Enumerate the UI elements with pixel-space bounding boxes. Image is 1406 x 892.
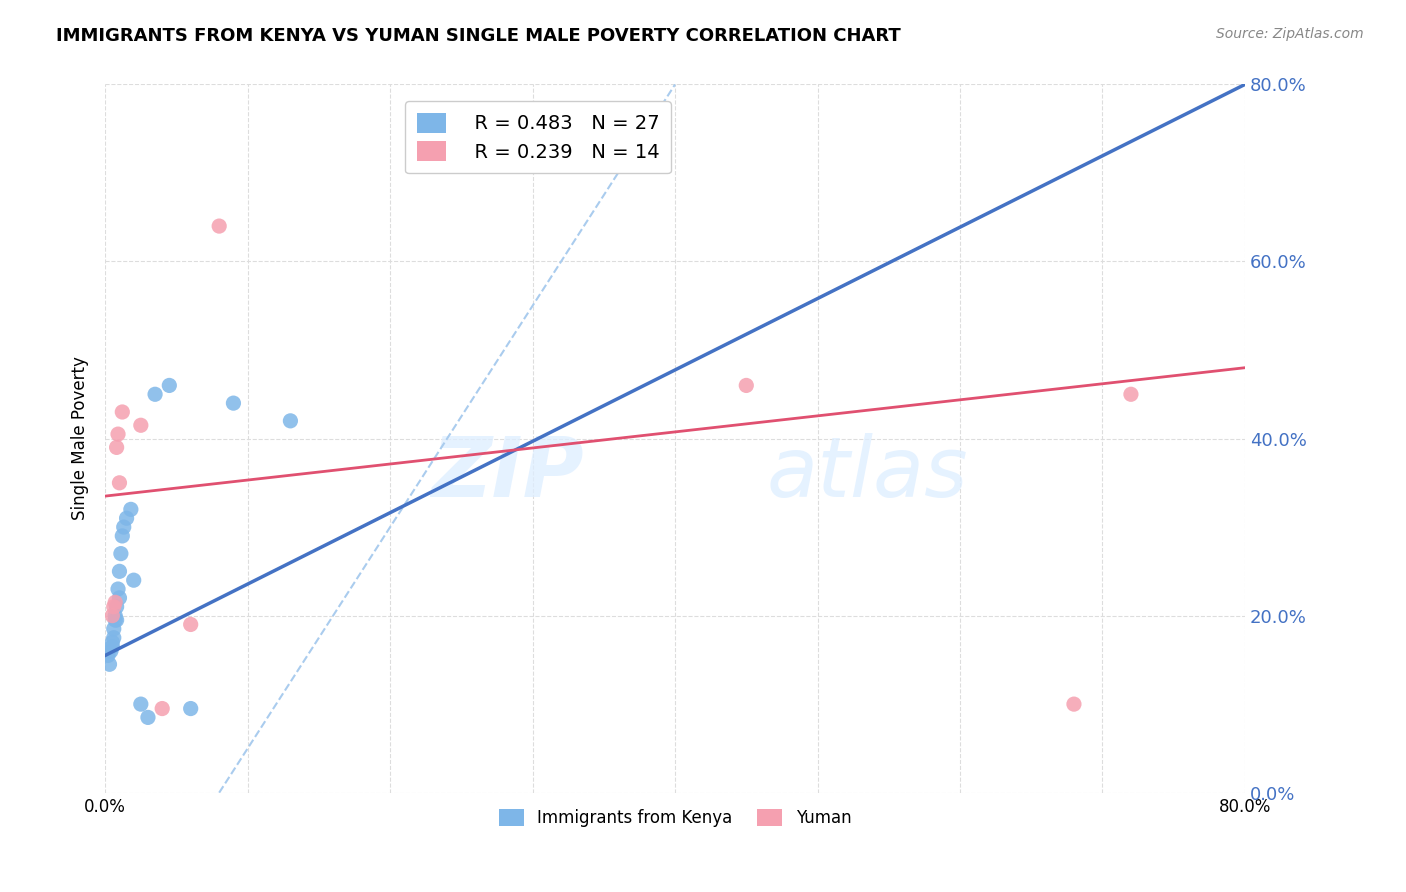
Point [101,608,124,623]
Point [108,475,131,490]
Point [101,640,124,654]
Point [103,599,125,614]
Point [103,622,125,636]
Legend: Immigrants from Kenya, Yuman: Immigrants from Kenya, Yuman [492,803,858,834]
Point [122,573,145,587]
Point [111,405,134,419]
Point [111,529,134,543]
Point [129,697,152,711]
Point [1119,387,1142,401]
Point [129,418,152,433]
Point [105,599,128,614]
Point [100,644,122,658]
Point [735,378,758,392]
Point [1063,697,1085,711]
Point [97,648,120,663]
Y-axis label: Single Male Poverty: Single Male Poverty [72,357,89,521]
Point [108,565,131,579]
Point [157,378,180,392]
Point [104,608,127,623]
Point [222,396,245,410]
Point [108,591,131,605]
Text: IMMIGRANTS FROM KENYA VS YUMAN SINGLE MALE POVERTY CORRELATION CHART: IMMIGRANTS FROM KENYA VS YUMAN SINGLE MA… [56,27,901,45]
Point [101,635,124,649]
Point [136,710,159,724]
Point [105,613,128,627]
Point [208,219,231,233]
Point [105,441,128,455]
Text: atlas: atlas [766,434,967,515]
Point [112,520,135,534]
Point [104,613,127,627]
Point [107,427,129,442]
Point [180,617,202,632]
Point [107,582,129,596]
Point [280,414,302,428]
Point [104,595,127,609]
Point [110,547,132,561]
Point [98,657,121,672]
Point [103,631,125,645]
Point [115,511,138,525]
Point [143,387,166,401]
Text: ZIP: ZIP [432,434,583,515]
Point [180,701,202,715]
Point [120,502,142,516]
Text: Source: ZipAtlas.com: Source: ZipAtlas.com [1216,27,1364,41]
Point [150,701,173,715]
